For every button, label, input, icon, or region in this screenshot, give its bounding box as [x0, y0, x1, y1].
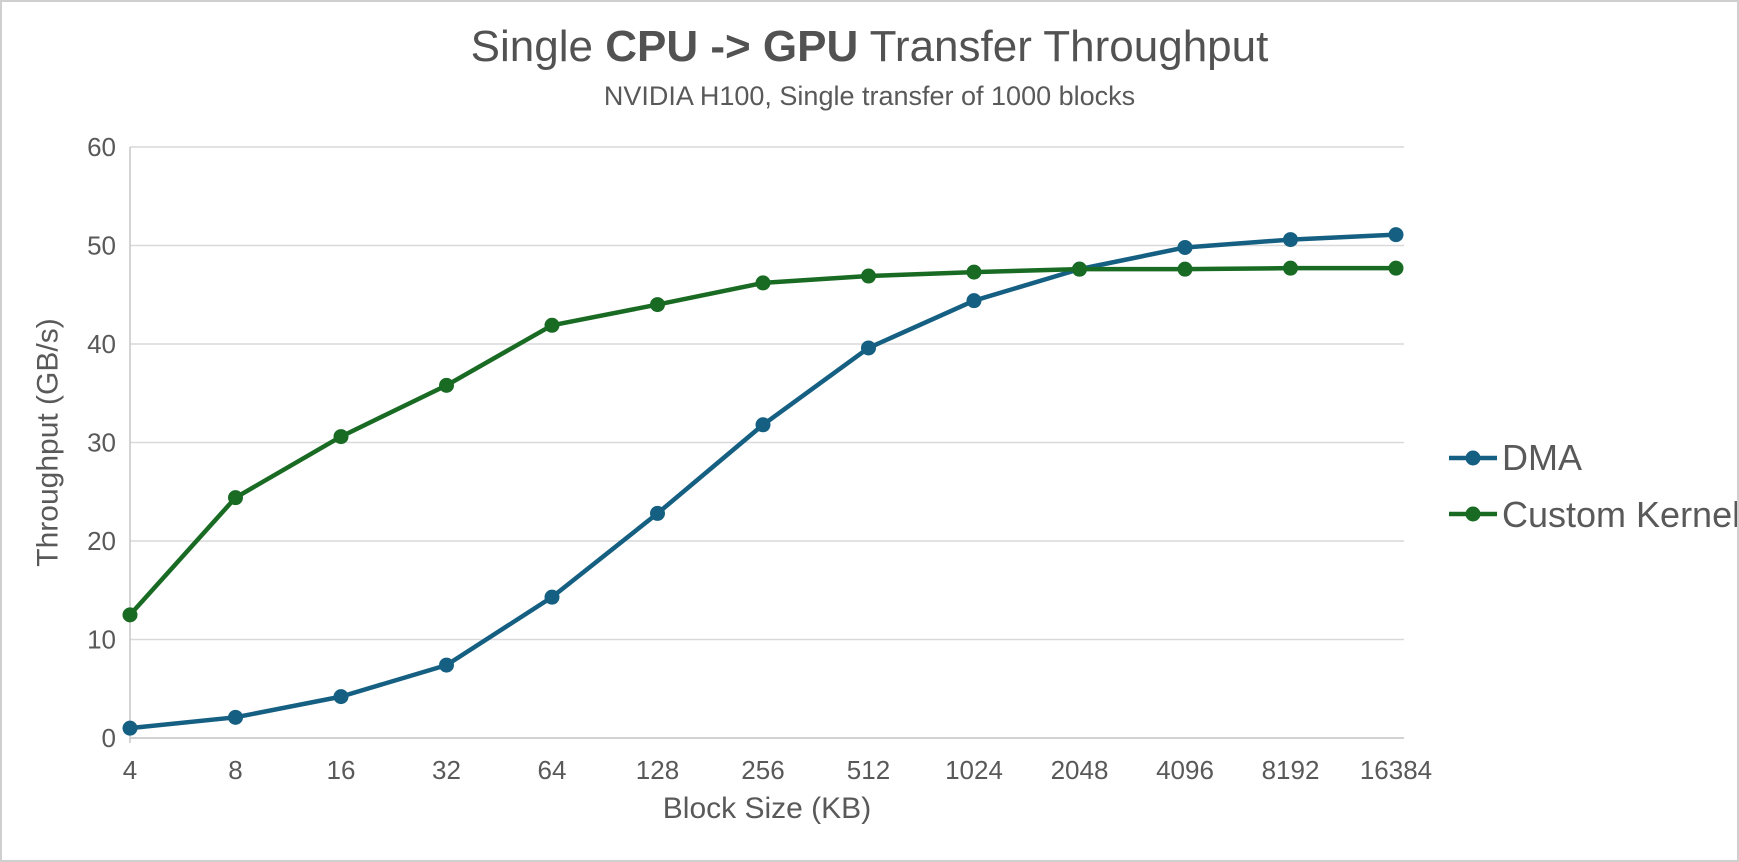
data-point-custom-kernel-16384[interactable] — [1388, 260, 1404, 276]
chart-title-suffix: Transfer Throughput — [858, 22, 1269, 71]
x-tick-label: 16384 — [1360, 755, 1432, 785]
x-tick-label: 8 — [228, 755, 242, 785]
y-tick-label: 0 — [102, 723, 116, 753]
y-tick-label: 50 — [87, 231, 116, 261]
x-tick-label: 4096 — [1156, 755, 1214, 785]
legend-item-dma[interactable]: DMA — [1448, 437, 1737, 478]
y-tick-label: 40 — [87, 329, 116, 359]
y-tick-label: 10 — [87, 625, 116, 655]
y-tick-label: 30 — [87, 428, 116, 458]
data-point-custom-kernel-512[interactable] — [861, 268, 876, 284]
data-point-custom-kernel-256[interactable] — [755, 275, 771, 291]
data-point-dma-4[interactable] — [122, 720, 138, 736]
data-point-dma-256[interactable] — [755, 417, 771, 433]
chart-title: Single CPU -> GPU Transfer Throughput — [2, 22, 1737, 71]
data-point-dma-16384[interactable] — [1388, 227, 1404, 243]
data-point-dma-1024[interactable] — [966, 293, 982, 309]
data-point-custom-kernel-1024[interactable] — [966, 264, 982, 280]
y-tick-label: 60 — [87, 132, 116, 162]
data-point-custom-kernel-4096[interactable] — [1177, 261, 1193, 277]
data-point-custom-kernel-8[interactable] — [228, 490, 243, 506]
data-point-custom-kernel-16[interactable] — [333, 429, 349, 445]
x-tick-label: 512 — [847, 755, 890, 785]
data-point-dma-8192[interactable] — [1283, 232, 1298, 248]
legend-line-marker-icon — [1449, 450, 1497, 466]
data-point-custom-kernel-2048[interactable] — [1072, 261, 1087, 277]
legend-item-label: Custom Kernel — [1502, 493, 1739, 535]
data-point-dma-128[interactable] — [650, 505, 665, 521]
series-line-custom-kernel[interactable] — [127, 265, 1399, 618]
x-tick-label: 4 — [123, 755, 137, 785]
x-tick-label: 32 — [432, 755, 461, 785]
data-point-custom-kernel-4[interactable] — [122, 607, 138, 623]
chart-subtitle: NVIDIA H100, Single transfer of 1000 blo… — [603, 81, 1136, 111]
series-line-dma[interactable] — [127, 232, 1399, 731]
data-point-dma-16[interactable] — [333, 689, 349, 705]
data-point-dma-8[interactable] — [228, 709, 243, 725]
data-point-custom-kernel-8192[interactable] — [1283, 260, 1298, 276]
data-point-dma-32[interactable] — [439, 657, 454, 673]
chart-title-bold: CPU -> GPU — [605, 22, 859, 71]
legend-item-custom-kernel[interactable]: Custom Kernel — [1448, 493, 1739, 535]
legend: DMA Custom Kernel — [1448, 437, 1739, 535]
data-point-custom-kernel-64[interactable] — [544, 317, 560, 333]
x-axis-title: Block Size (KB) — [663, 792, 871, 825]
x-tick-label: 64 — [538, 755, 567, 785]
data-point-dma-4096[interactable] — [1177, 239, 1193, 255]
legend-item-label: DMA — [1502, 437, 1582, 478]
x-tick-label: 128 — [636, 755, 679, 785]
y-axis-title: Throughput (GB/s) — [32, 318, 65, 566]
data-point-custom-kernel-32[interactable] — [439, 377, 454, 393]
x-tick-label: 16 — [327, 755, 356, 785]
data-point-custom-kernel-128[interactable] — [650, 297, 665, 313]
x-tick-label: 8192 — [1262, 755, 1320, 785]
x-tick-label: 1024 — [945, 755, 1003, 785]
x-tick-label: 256 — [741, 755, 784, 785]
data-point-dma-512[interactable] — [861, 340, 876, 356]
x-tick-label: 2048 — [1051, 755, 1109, 785]
data-point-dma-64[interactable] — [544, 589, 560, 605]
chart-title-prefix: Single — [470, 22, 606, 71]
legend-line-marker-icon — [1449, 506, 1497, 522]
y-tick-label: 20 — [87, 526, 116, 556]
